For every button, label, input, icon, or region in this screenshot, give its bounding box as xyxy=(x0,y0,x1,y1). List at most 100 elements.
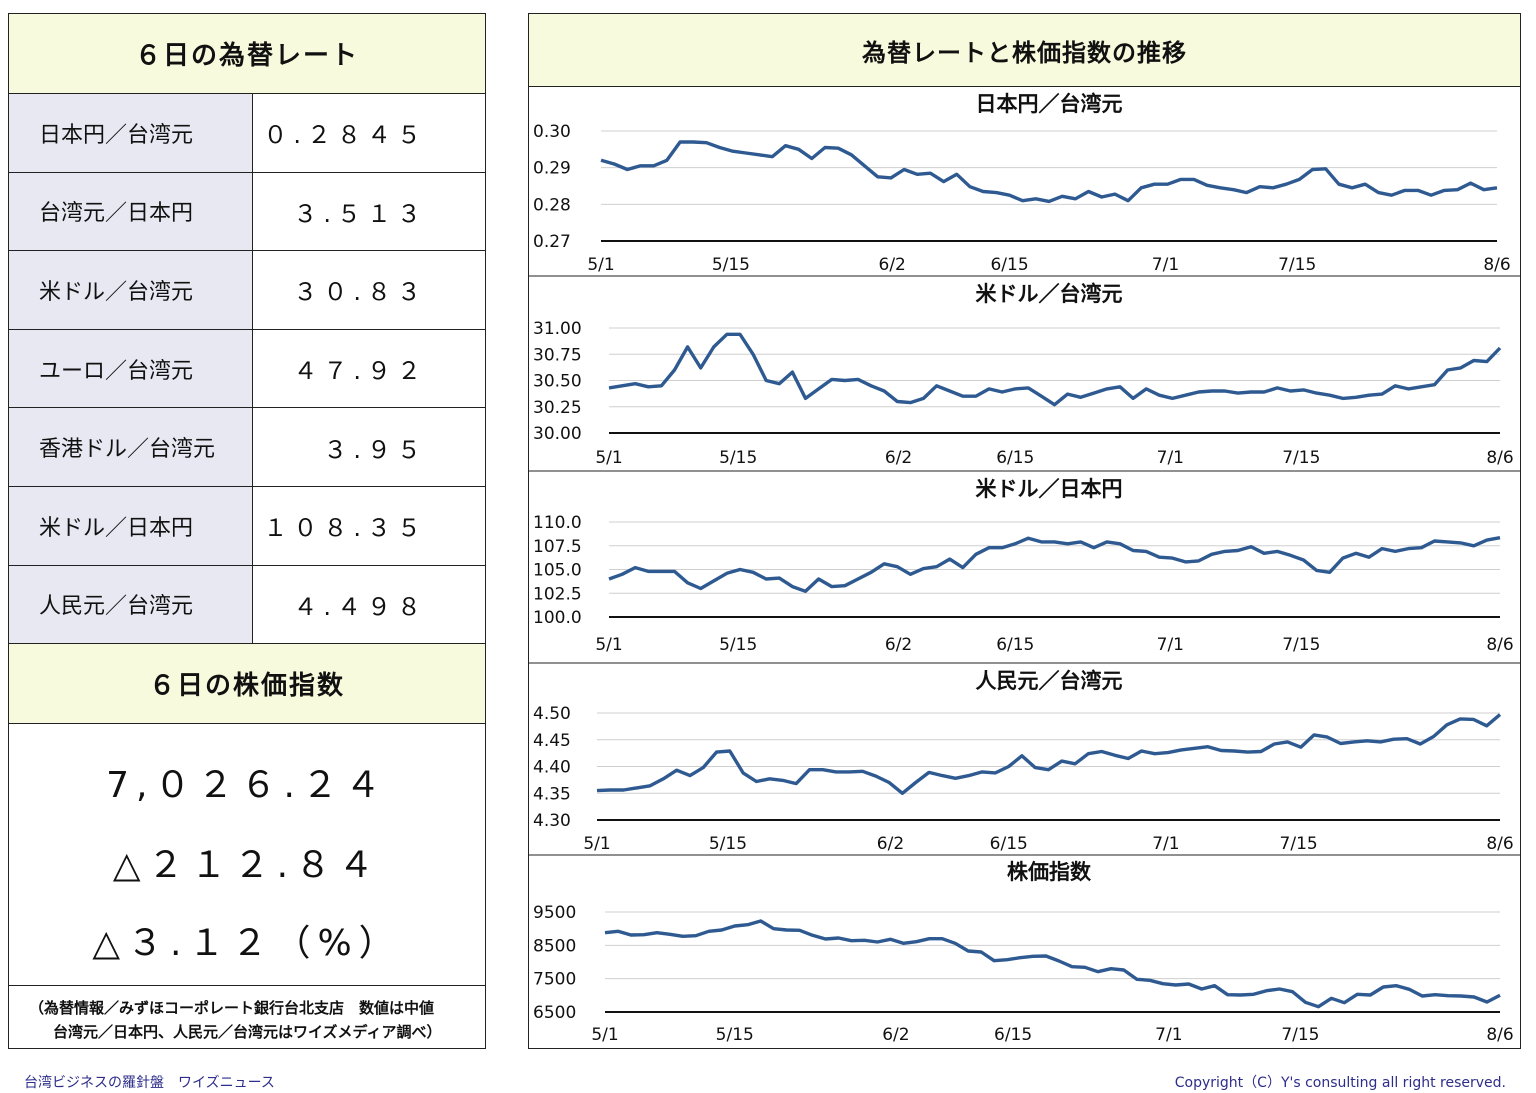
rate-name: 台湾元／日本円 xyxy=(9,172,253,251)
x-tick-label: 5/1 xyxy=(587,255,614,275)
x-tick-label: 7/1 xyxy=(1152,834,1179,854)
x-tick-label: 6/15 xyxy=(996,448,1034,468)
y-tick-label: 0.29 xyxy=(533,159,571,179)
stock-title: ６日の株価指数 xyxy=(9,644,485,725)
y-tick-label: 9500 xyxy=(533,903,576,923)
y-tick-label: 0.30 xyxy=(533,122,571,142)
fx-summary-panel: ６日の為替レート 日本円／台湾元 ０.２８４５ 台湾元／日本円 ３.５１３ 米ドル／台湾… xyxy=(8,13,486,1049)
x-tick-label: 7/15 xyxy=(1282,635,1320,655)
x-tick-label: 6/15 xyxy=(994,1025,1032,1045)
x-tick-label: 5/1 xyxy=(595,635,622,655)
y-tick-label: 30.75 xyxy=(533,345,582,365)
x-tick-label: 7/1 xyxy=(1157,448,1184,468)
rate-row: 米ドル／日本円 １０８.３５ xyxy=(9,486,485,566)
x-tick-label: 7/1 xyxy=(1152,255,1179,275)
x-tick-label: 5/15 xyxy=(709,834,747,854)
rate-row: ユーロ／台湾元 ４７.９２ xyxy=(9,329,485,409)
chart-1: 日本円／台湾元 0.30 0.29 0.28 0.27 5/1 5/15 6/2 6/15 7/1… xyxy=(533,92,1511,275)
y-tick-label: 30.50 xyxy=(533,372,582,392)
x-tick-label: 8/6 xyxy=(1483,255,1510,275)
y-tick-label: 0.27 xyxy=(533,232,571,252)
chart-title: 人民元／台湾元 xyxy=(976,669,1123,693)
footer-copyright: Copyright（C）Y's consulting all right res… xyxy=(1174,1075,1506,1091)
rate-row: 日本円／台湾元 ０.２８４５ xyxy=(9,94,485,173)
chart-title: 米ドル／日本円 xyxy=(976,477,1123,501)
rate-value: ４７.９２ xyxy=(293,357,427,386)
x-tick-label: 7/15 xyxy=(1282,448,1320,468)
x-tick-label: 6/2 xyxy=(882,1025,909,1045)
y-tick-label: 7500 xyxy=(533,970,576,990)
rate-value: ３.５１３ xyxy=(293,199,427,228)
note-line-2: 台湾元／日本円、人民元／台湾元はワイズメディア調べ） xyxy=(53,1023,442,1042)
rate-name: 米ドル／台湾元 xyxy=(9,251,253,329)
rate-value: ４.４９８ xyxy=(293,592,427,621)
y-tick-label: 30.00 xyxy=(533,424,582,444)
rate-name: ユーロ／台湾元 xyxy=(9,329,253,408)
x-tick-label: 6/2 xyxy=(885,635,912,655)
y-tick-label: 6500 xyxy=(533,1003,576,1023)
fx-title: ６日の為替レート xyxy=(9,14,485,94)
y-tick-label: 0.28 xyxy=(533,195,571,215)
chart-title: 日本円／台湾元 xyxy=(976,92,1123,116)
chart-3: 米ドル／日本円 110.0 107.5 105.0 102.5 100.0 5/1 5/15 6… xyxy=(529,470,1520,655)
trend-panel: 為替レートと株価指数の推移 日本円／台湾元 0.30 0.29 0.28 0.27 5/1… xyxy=(528,13,1521,1049)
series-line xyxy=(608,332,1502,407)
x-tick-label: 7/1 xyxy=(1157,635,1184,655)
rate-row: 台湾元／日本円 ３.５１３ xyxy=(9,172,485,252)
y-tick-label: 31.00 xyxy=(533,319,582,339)
x-tick-label: 8/6 xyxy=(1486,834,1513,854)
x-tick-label: 8/6 xyxy=(1486,448,1513,468)
chart-title: 米ドル／台湾元 xyxy=(976,282,1123,306)
stock-value: 7,０２６.２４ xyxy=(106,765,388,807)
y-tick-label: 107.5 xyxy=(533,537,582,557)
trend-charts: 日本円／台湾元 0.30 0.29 0.28 0.27 5/1 5/15 6/2 6/15 7/1… xyxy=(529,92,1520,1045)
series-line xyxy=(600,140,1498,204)
y-tick-label: 105.0 xyxy=(533,561,582,581)
x-tick-label: 6/2 xyxy=(885,448,912,468)
stock-pct: △３.１２（%） xyxy=(92,923,402,965)
y-tick-label: 102.5 xyxy=(533,584,582,604)
y-tick-label: 4.30 xyxy=(533,811,571,831)
x-tick-label: 5/1 xyxy=(591,1025,618,1045)
rate-name: 香港ドル／台湾元 xyxy=(9,408,253,486)
series-line xyxy=(608,536,1501,594)
y-tick-label: 100.0 xyxy=(533,608,582,628)
rate-row: 米ドル／台湾元 ３０.８３ xyxy=(9,251,485,330)
x-tick-label: 6/15 xyxy=(990,834,1028,854)
rate-value: ０.２８４５ xyxy=(263,121,427,150)
footer-brand: 台湾ビジネスの羅針盤 ワイズニュース xyxy=(24,1075,275,1091)
stock-box: 7,０２６.２４ △２１２.８４ △３.１２（%） xyxy=(9,724,485,987)
chart-4: 人民元／台湾元 4.50 4.45 4.40 4.35 4.30 5/1 5/15 6/2 6/1… xyxy=(529,662,1520,854)
y-tick-label: 4.40 xyxy=(533,758,571,778)
rate-name: 人民元／台湾元 xyxy=(9,565,253,644)
series-line xyxy=(596,713,1502,796)
y-tick-label: 110.0 xyxy=(533,513,582,533)
rate-value: ３０.８３ xyxy=(293,278,427,307)
chart-2: 米ドル／台湾元 31.00 30.75 30.50 30.25 30.00 5/1 5/15 6… xyxy=(529,275,1520,468)
x-tick-label: 6/2 xyxy=(877,834,904,854)
rate-row: 人民元／台湾元 ４.４９８ xyxy=(9,565,485,645)
x-tick-label: 6/2 xyxy=(879,255,906,275)
x-tick-label: 5/15 xyxy=(712,255,750,275)
x-tick-label: 8/6 xyxy=(1486,1025,1513,1045)
y-tick-label: 4.45 xyxy=(533,731,571,751)
x-tick-label: 5/15 xyxy=(719,635,757,655)
y-tick-label: 4.50 xyxy=(533,704,571,724)
rate-name: 日本円／台湾元 xyxy=(9,94,253,172)
rate-value: １０８.３５ xyxy=(263,514,427,543)
x-tick-label: 7/15 xyxy=(1278,255,1316,275)
x-tick-label: 6/15 xyxy=(990,255,1028,275)
x-tick-label: 6/15 xyxy=(996,635,1034,655)
rate-row: 香港ドル／台湾元 ３.９５ xyxy=(9,408,485,487)
y-tick-label: 30.25 xyxy=(533,398,582,418)
trend-title: 為替レートと株価指数の推移 xyxy=(529,14,1520,87)
note-line-1: （為替情報／みずほコーポレート銀行台北支店 数値は中値 xyxy=(29,999,435,1018)
x-tick-label: 5/15 xyxy=(719,448,757,468)
y-tick-label: 4.35 xyxy=(533,784,571,804)
rate-value: ３.９５ xyxy=(323,435,427,464)
x-tick-label: 5/1 xyxy=(595,448,622,468)
x-tick-label: 5/1 xyxy=(583,834,610,854)
rate-table: 日本円／台湾元 ０.２８４５ 台湾元／日本円 ３.５１３ 米ドル／台湾元 ３０.８３ ユーロ… xyxy=(9,94,485,645)
x-tick-label: 7/15 xyxy=(1281,1025,1319,1045)
rate-name: 米ドル／日本円 xyxy=(9,486,253,565)
